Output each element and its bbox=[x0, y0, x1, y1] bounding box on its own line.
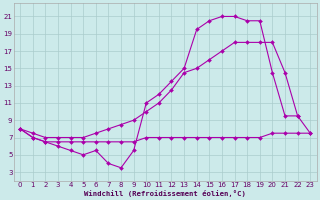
X-axis label: Windchill (Refroidissement éolien,°C): Windchill (Refroidissement éolien,°C) bbox=[84, 190, 246, 197]
